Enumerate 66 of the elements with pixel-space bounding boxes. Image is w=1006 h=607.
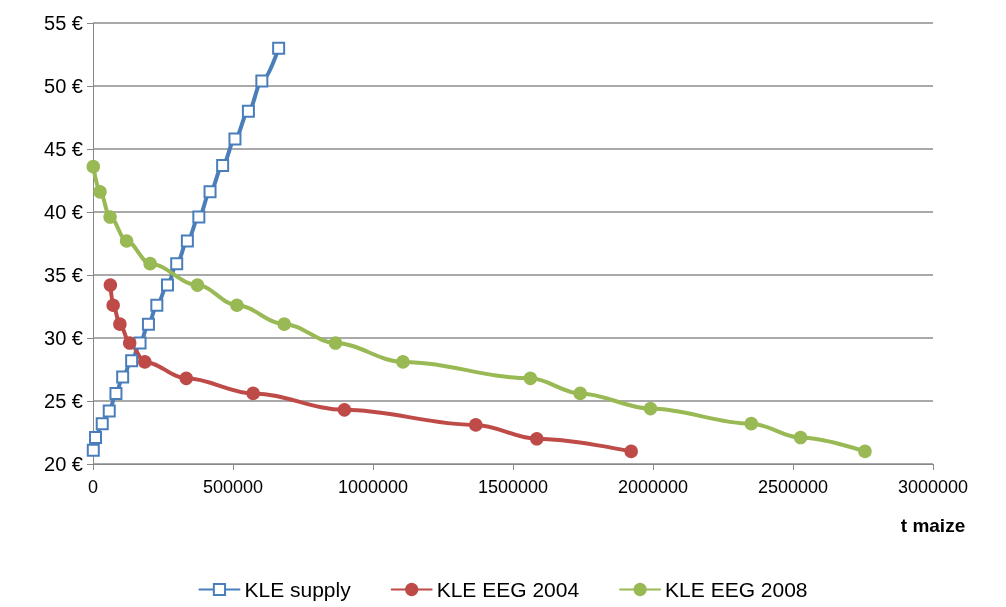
y-tick-label: 45 € [44, 138, 83, 160]
point [119, 234, 134, 248]
point [643, 401, 658, 416]
point [106, 298, 120, 312]
point [93, 185, 107, 199]
x-axis-title: t maize [900, 515, 966, 536]
point [150, 298, 164, 312]
point [858, 444, 872, 459]
point [246, 386, 260, 401]
point [122, 336, 137, 350]
point [396, 355, 410, 369]
point [138, 355, 152, 369]
y-tick-label: 30 € [44, 327, 83, 349]
legend-label: KLE EEG 2004 [436, 578, 580, 601]
y-tick-label: 35 € [44, 264, 83, 286]
point [89, 431, 103, 445]
point [469, 418, 483, 432]
y-tick-label: 40 € [44, 201, 83, 223]
x-tick-label: 2500000 [757, 477, 829, 497]
point [133, 336, 147, 350]
point [216, 158, 230, 172]
point [192, 210, 206, 224]
point [337, 403, 352, 417]
point [793, 430, 808, 445]
point [241, 104, 255, 118]
point [160, 278, 174, 292]
point [203, 185, 217, 199]
point [744, 416, 759, 431]
point [109, 386, 123, 400]
point [103, 210, 117, 224]
x-tick-label: 3000000 [897, 477, 969, 497]
point [113, 317, 127, 331]
point [228, 132, 242, 146]
point [116, 370, 130, 384]
point [180, 234, 194, 248]
point [530, 432, 544, 446]
x-tick-label: 1000000 [337, 477, 409, 497]
point [86, 159, 101, 174]
point [103, 278, 118, 292]
y-tick-label: 25 € [44, 390, 83, 412]
y-tick-label: 20 € [44, 453, 83, 475]
legend-label: KLE supply [244, 578, 352, 601]
x-tick-label: 2000000 [617, 477, 689, 497]
point [328, 336, 343, 350]
point [255, 74, 269, 88]
legend-label: KLE EEG 2008 [665, 578, 808, 601]
point [277, 317, 291, 331]
point [179, 371, 193, 386]
x-tick-label: 0 [87, 477, 99, 497]
point [143, 256, 157, 271]
x-tick-label: 1500000 [477, 477, 549, 497]
point [272, 41, 286, 55]
point [141, 317, 155, 331]
point [86, 443, 100, 457]
point [523, 371, 538, 386]
point [190, 278, 205, 292]
point [95, 417, 109, 431]
point [102, 404, 116, 418]
point [230, 298, 244, 312]
point [125, 354, 139, 368]
y-tick-label: 55 € [44, 12, 83, 34]
point [573, 386, 587, 401]
x-tick-label: 500000 [202, 477, 264, 497]
point [624, 444, 638, 459]
point [170, 257, 184, 271]
y-tick-label: 50 € [44, 75, 83, 97]
